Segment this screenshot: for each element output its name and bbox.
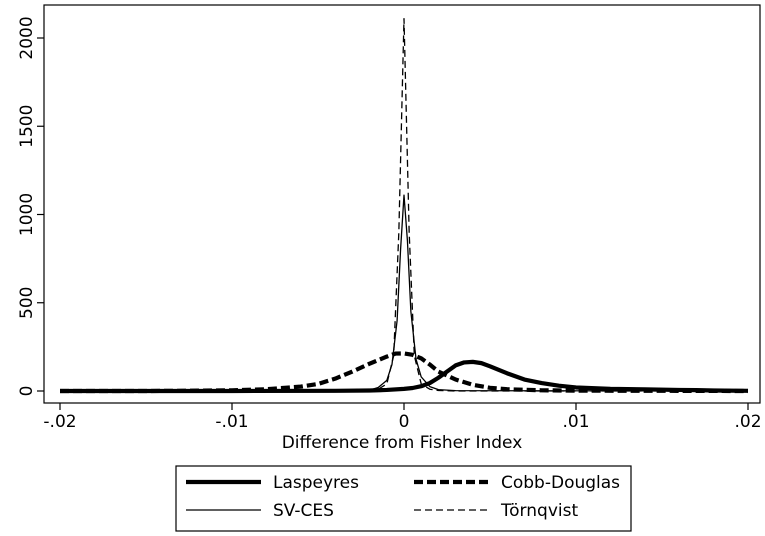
legend-label: Törnqvist [500, 501, 578, 521]
plot-border [43, 4, 761, 404]
x-axis-title: Difference from Fisher Index [282, 433, 523, 453]
series-line-sv-ces [60, 194, 749, 392]
x-tick-label: .01 [562, 412, 589, 432]
x-tick-label: 0 [399, 412, 410, 432]
y-tick-label: 1500 [17, 105, 37, 148]
series-line-cobb-douglas [60, 351, 749, 394]
y-tick-label: 2000 [17, 16, 37, 59]
y-tick-label: 1000 [17, 193, 37, 236]
plot-frame [43, 4, 761, 404]
x-tick-label: .02 [734, 412, 761, 432]
y-tick-label: 500 [17, 287, 37, 319]
series-layer [60, 17, 749, 394]
legend-label: Cobb-Douglas [501, 473, 620, 493]
y-tick-label: 0 [17, 386, 37, 397]
y-axis: 0 500 1000 1500 2000 [17, 16, 44, 396]
x-axis: -.02 -.01 0 .01 .02 [43, 403, 762, 432]
x-tick-label: -.02 [43, 412, 76, 432]
series-line-t-rnqvist [60, 17, 748, 392]
legend: Laspeyres Cobb-Douglas SV-CES Törnqvist [175, 465, 632, 532]
legend-box [175, 465, 632, 532]
x-tick-label: -.01 [215, 412, 248, 432]
legend-label: Laspeyres [273, 473, 359, 493]
legend-label: SV-CES [273, 501, 334, 521]
